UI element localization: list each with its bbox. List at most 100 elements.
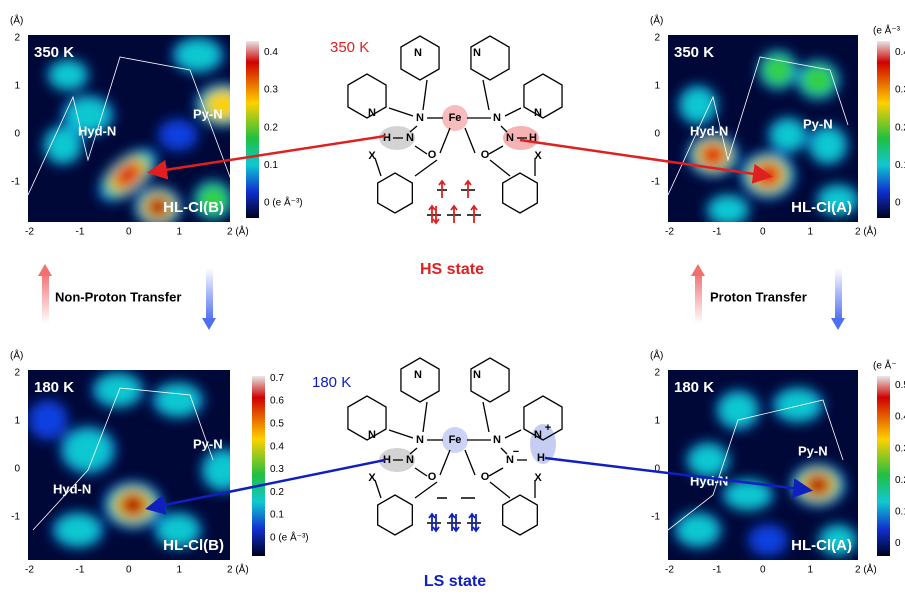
- x-tick-label: 2 (Å): [855, 225, 877, 238]
- atom-label: X: [534, 472, 542, 484]
- x-tick-label: -1: [713, 227, 722, 238]
- bond: [465, 128, 475, 153]
- arrow-head: [38, 264, 52, 276]
- y-tick-label: 2: [14, 33, 20, 44]
- blob: [701, 144, 726, 166]
- atom-label: N: [473, 47, 481, 59]
- x-tick-label: 1: [808, 565, 814, 576]
- blob: [689, 444, 728, 476]
- x-tick-label: 0: [760, 565, 766, 576]
- atom-label: N: [368, 429, 376, 441]
- x-tick-label: 1: [177, 227, 183, 238]
- atom-label: N: [534, 107, 542, 119]
- colorbar-title: (e Å⁻³: [873, 24, 901, 37]
- bond: [489, 468, 503, 476]
- y-tick-label: 1: [14, 416, 20, 427]
- colorbar-tick-label: 0.7: [270, 373, 284, 384]
- density-map: [668, 370, 858, 560]
- x-tick-label: -1: [713, 565, 722, 576]
- blob: [204, 451, 243, 490]
- y-tick-label: 2: [14, 368, 20, 379]
- compound-name: HL-Cl(A): [791, 537, 852, 554]
- hyd-label: Hyd-N: [78, 123, 116, 138]
- blob: [95, 374, 140, 406]
- hyd-label: Hyd-N: [53, 481, 91, 496]
- atom-label: Fe: [449, 112, 462, 124]
- left-transition: Non-Proton Transfer: [55, 289, 181, 304]
- atom-label: X: [368, 150, 376, 162]
- hyd-label: Hyd-N: [690, 123, 728, 138]
- atom-label: O: [428, 149, 437, 161]
- atom-label: O: [481, 149, 490, 161]
- bond: [490, 160, 510, 176]
- axis-unit: (Å): [650, 349, 663, 362]
- x-tick-label: 1: [808, 227, 814, 238]
- bond: [423, 402, 427, 432]
- blob: [719, 392, 758, 427]
- density-map: [28, 370, 245, 560]
- temperature: 350 K: [34, 44, 74, 61]
- compound-name: HL-Cl(B): [163, 537, 224, 554]
- x-tick-label: -2: [665, 565, 674, 576]
- colorbar-tick-label: 0.3: [264, 85, 278, 96]
- x-tick-label: 2 (Å): [855, 563, 877, 576]
- colorbar-tick-label: 0.4: [895, 412, 905, 423]
- y-tick-label: 0: [14, 464, 20, 475]
- arrow-head: [202, 318, 216, 330]
- atom-label: X: [534, 150, 542, 162]
- y-tick-label: 2: [654, 33, 660, 44]
- x-tick-label: -1: [76, 227, 85, 238]
- bond: [483, 80, 489, 110]
- blob: [175, 39, 220, 71]
- y-tick-label: 1: [654, 81, 660, 92]
- density-panel: (Å)210-1-2-1012 (Å)(e Å⁻³0.40.30.20.1035…: [650, 14, 905, 238]
- x-tick-label: -2: [25, 227, 34, 238]
- bond: [440, 128, 450, 153]
- atom-label: N: [473, 369, 481, 381]
- figure: 350 K HS state 180 K LS state Non-Proton…: [0, 0, 905, 595]
- y-tick-label: -1: [651, 177, 660, 188]
- atom-label: N: [506, 132, 514, 144]
- blob: [748, 524, 788, 556]
- blob: [677, 514, 719, 546]
- py-label: Py-N: [193, 106, 223, 121]
- temperature: 350 K: [674, 44, 714, 61]
- colorbar: [252, 376, 265, 556]
- blob: [680, 87, 715, 122]
- atom-label: N: [534, 429, 542, 441]
- atom-label: N: [416, 434, 424, 446]
- bond: [489, 146, 503, 154]
- colorbar-tick-label: 0.5: [895, 380, 905, 391]
- x-tick-label: 2 (Å): [227, 225, 249, 238]
- compound-name: HL-Cl(A): [791, 199, 852, 216]
- x-tick-label: -2: [25, 565, 34, 576]
- temp-top: 350 K: [330, 39, 369, 56]
- x-tick-label: 0: [126, 227, 132, 238]
- colorbar-tick-label: 0: [895, 198, 901, 209]
- atom-label: +: [545, 422, 551, 434]
- colorbar-tick-label: 0.5: [270, 418, 284, 429]
- blob: [64, 429, 113, 471]
- colorbar-tick-label: 0.3: [895, 443, 905, 454]
- bond: [415, 160, 437, 176]
- colorbar-tick-label: 0.2: [895, 122, 905, 133]
- x-tick-label: 0: [760, 227, 766, 238]
- bond: [389, 430, 413, 438]
- colorbar-tick-label: 0.4: [270, 441, 284, 452]
- atom-label: O: [428, 471, 437, 483]
- arrow-down: [206, 268, 213, 320]
- blob: [763, 55, 793, 85]
- x-tick-label: -1: [76, 565, 85, 576]
- blob: [50, 61, 87, 90]
- ring: [503, 495, 538, 535]
- state-bottom: LS state: [424, 573, 486, 590]
- py-label: Py-N: [798, 443, 828, 458]
- ring: [378, 495, 413, 535]
- colorbar: [877, 41, 890, 218]
- atom-label: X: [368, 472, 376, 484]
- bond: [423, 80, 427, 110]
- arrow-up: [42, 272, 49, 324]
- py-label: Py-N: [803, 116, 833, 131]
